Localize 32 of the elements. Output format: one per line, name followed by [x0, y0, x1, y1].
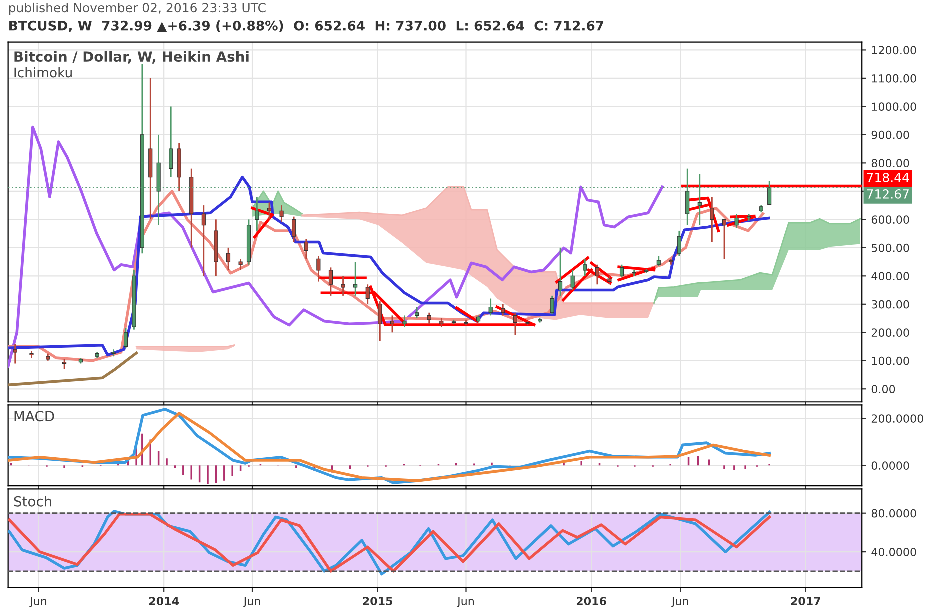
- y-tick-label: 1000.00: [872, 102, 916, 112]
- x-tick-label: 2017: [791, 597, 820, 606]
- annotation: 718.44: [867, 172, 910, 182]
- x-tick-label: 2016: [576, 597, 606, 606]
- y-tick-label: 900.00: [872, 130, 910, 140]
- annotation: Bitcoin / Dollar, W, Heikin Ashi: [14, 51, 249, 64]
- chart-title: Stoch: [14, 496, 52, 507]
- x-tick-label: Jun: [30, 597, 47, 608]
- y-tick-label: 1200.00: [872, 46, 916, 55]
- y-tick-label: 200.00: [872, 328, 910, 338]
- y-tick-label: 0.00: [872, 385, 896, 394]
- y-tick-label: 300.00: [872, 300, 910, 309]
- y-tick-label: 100.00: [872, 356, 910, 366]
- y-tick-label: 40.0000: [872, 548, 916, 556]
- ref-line-label: 712.67: [867, 189, 909, 199]
- x-tick-label: Jun: [671, 597, 688, 608]
- chart-title: BTCUSD, W 732.99 ▲+6.39 (+0.88%) O: 652.64 H: 737.00 L: 652.64 C: 712.67: [10, 20, 604, 33]
- x-tick-label: 2015: [363, 597, 393, 606]
- y-tick-label: 600.00: [872, 216, 910, 224]
- y-tick-label: 0.0000: [872, 462, 910, 470]
- y-tick-label: 1100.00: [872, 74, 916, 83]
- chart-subtitle: published November 02, 2016 23:33 UTC: [9, 2, 266, 16]
- y-tick-label: 400.00: [872, 272, 910, 281]
- x-tick-label: Jun: [456, 597, 474, 608]
- y-tick-label: 800.00: [872, 159, 910, 168]
- chart-title: MACD: [14, 411, 54, 422]
- y-tick-label: 500.00: [872, 244, 910, 252]
- x-tick-label: 2014: [150, 597, 180, 606]
- y-tick-label: 200.0000: [872, 414, 924, 423]
- annotation: Ichimoku: [14, 67, 72, 78]
- x-tick-label: Jun: [243, 597, 260, 608]
- y-tick-label: 80.0000: [872, 509, 916, 518]
